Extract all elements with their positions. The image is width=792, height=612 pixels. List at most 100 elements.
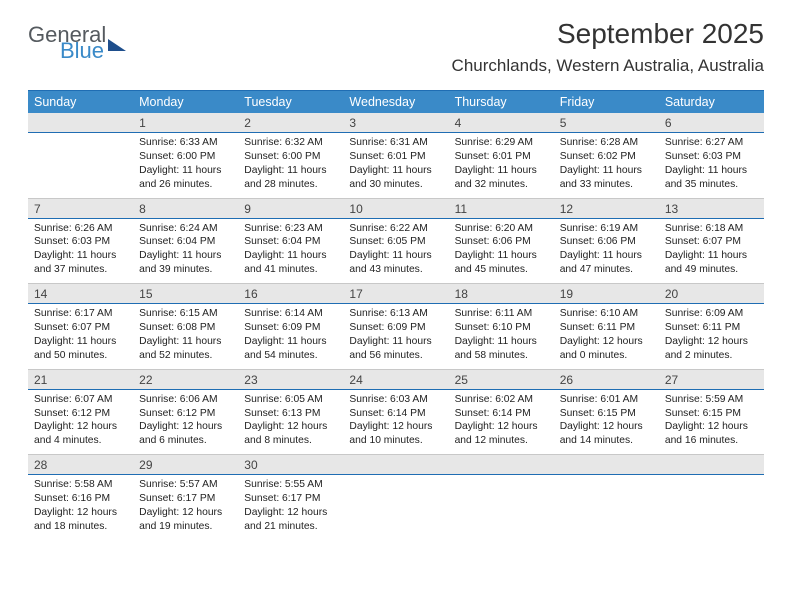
day-cell: Sunrise: 6:06 AMSunset: 6:12 PMDaylight:…	[133, 390, 238, 455]
sunset-text: Sunset: 6:07 PM	[665, 235, 758, 249]
day-cell: Sunrise: 6:11 AMSunset: 6:10 PMDaylight:…	[449, 304, 554, 369]
sunrise-text: Sunrise: 6:27 AM	[665, 136, 758, 150]
daylight-text: Daylight: 11 hours and 58 minutes.	[455, 335, 548, 363]
day-number: 13	[659, 199, 764, 218]
day-cell	[659, 475, 764, 540]
day-header: Wednesday	[343, 91, 448, 113]
day-number: 18	[449, 284, 554, 303]
day-cell: Sunrise: 5:55 AMSunset: 6:17 PMDaylight:…	[238, 475, 343, 540]
day-cell: Sunrise: 6:31 AMSunset: 6:01 PMDaylight:…	[343, 133, 448, 198]
day-number: 26	[554, 370, 659, 389]
daylight-text: Daylight: 12 hours and 4 minutes.	[34, 420, 127, 448]
sunset-text: Sunset: 6:15 PM	[665, 407, 758, 421]
day-cell: Sunrise: 6:03 AMSunset: 6:14 PMDaylight:…	[343, 390, 448, 455]
day-number: 10	[343, 199, 448, 218]
sunrise-text: Sunrise: 6:24 AM	[139, 222, 232, 236]
day-number: 7	[28, 199, 133, 218]
day-number: 16	[238, 284, 343, 303]
sunrise-text: Sunrise: 6:29 AM	[455, 136, 548, 150]
day-number: 28	[28, 455, 133, 474]
day-headers-row: SundayMondayTuesdayWednesdayThursdayFrid…	[28, 91, 764, 113]
day-cell: Sunrise: 5:59 AMSunset: 6:15 PMDaylight:…	[659, 390, 764, 455]
day-number: 5	[554, 113, 659, 132]
day-cell: Sunrise: 6:28 AMSunset: 6:02 PMDaylight:…	[554, 133, 659, 198]
daylight-text: Daylight: 11 hours and 26 minutes.	[139, 164, 232, 192]
day-number	[659, 455, 764, 474]
daylight-text: Daylight: 11 hours and 41 minutes.	[244, 249, 337, 277]
sunset-text: Sunset: 6:14 PM	[455, 407, 548, 421]
daylight-text: Daylight: 12 hours and 2 minutes.	[665, 335, 758, 363]
day-cell: Sunrise: 6:13 AMSunset: 6:09 PMDaylight:…	[343, 304, 448, 369]
sunset-text: Sunset: 6:12 PM	[34, 407, 127, 421]
location-subtitle: Churchlands, Western Australia, Australi…	[452, 56, 764, 76]
sunrise-text: Sunrise: 6:10 AM	[560, 307, 653, 321]
daylight-text: Daylight: 11 hours and 49 minutes.	[665, 249, 758, 277]
sunset-text: Sunset: 6:12 PM	[139, 407, 232, 421]
day-cell	[28, 133, 133, 198]
header: General Blue September 2025 Churchlands,…	[0, 0, 792, 82]
week-row: Sunrise: 6:17 AMSunset: 6:07 PMDaylight:…	[28, 304, 764, 369]
sunrise-text: Sunrise: 6:09 AM	[665, 307, 758, 321]
sunset-text: Sunset: 6:02 PM	[560, 150, 653, 164]
day-cell: Sunrise: 6:14 AMSunset: 6:09 PMDaylight:…	[238, 304, 343, 369]
sunrise-text: Sunrise: 5:55 AM	[244, 478, 337, 492]
day-number: 1	[133, 113, 238, 132]
daylight-text: Daylight: 11 hours and 28 minutes.	[244, 164, 337, 192]
day-number: 6	[659, 113, 764, 132]
sunset-text: Sunset: 6:05 PM	[349, 235, 442, 249]
sunset-text: Sunset: 6:11 PM	[665, 321, 758, 335]
sail-icon	[108, 39, 126, 51]
day-cell: Sunrise: 6:20 AMSunset: 6:06 PMDaylight:…	[449, 219, 554, 284]
daylight-text: Daylight: 11 hours and 30 minutes.	[349, 164, 442, 192]
sunrise-text: Sunrise: 6:11 AM	[455, 307, 548, 321]
day-number: 11	[449, 199, 554, 218]
day-number: 4	[449, 113, 554, 132]
day-cell: Sunrise: 5:57 AMSunset: 6:17 PMDaylight:…	[133, 475, 238, 540]
sunrise-text: Sunrise: 6:31 AM	[349, 136, 442, 150]
day-cell: Sunrise: 6:15 AMSunset: 6:08 PMDaylight:…	[133, 304, 238, 369]
daylight-text: Daylight: 11 hours and 45 minutes.	[455, 249, 548, 277]
daylight-text: Daylight: 12 hours and 14 minutes.	[560, 420, 653, 448]
day-number	[449, 455, 554, 474]
day-header: Thursday	[449, 91, 554, 113]
daylight-text: Daylight: 12 hours and 19 minutes.	[139, 506, 232, 534]
daylight-text: Daylight: 11 hours and 35 minutes.	[665, 164, 758, 192]
daylight-text: Daylight: 11 hours and 43 minutes.	[349, 249, 442, 277]
sunrise-text: Sunrise: 6:20 AM	[455, 222, 548, 236]
sunset-text: Sunset: 6:04 PM	[139, 235, 232, 249]
day-cell: Sunrise: 6:19 AMSunset: 6:06 PMDaylight:…	[554, 219, 659, 284]
sunset-text: Sunset: 6:16 PM	[34, 492, 127, 506]
sunrise-text: Sunrise: 5:58 AM	[34, 478, 127, 492]
day-number: 19	[554, 284, 659, 303]
day-cell: Sunrise: 6:01 AMSunset: 6:15 PMDaylight:…	[554, 390, 659, 455]
sunrise-text: Sunrise: 6:28 AM	[560, 136, 653, 150]
day-number	[343, 455, 448, 474]
sunset-text: Sunset: 6:09 PM	[349, 321, 442, 335]
day-cell: Sunrise: 6:10 AMSunset: 6:11 PMDaylight:…	[554, 304, 659, 369]
day-number: 15	[133, 284, 238, 303]
sunset-text: Sunset: 6:03 PM	[34, 235, 127, 249]
day-cell: Sunrise: 6:29 AMSunset: 6:01 PMDaylight:…	[449, 133, 554, 198]
sunset-text: Sunset: 6:08 PM	[139, 321, 232, 335]
title-block: September 2025 Churchlands, Western Aust…	[452, 18, 764, 76]
day-cell: Sunrise: 6:05 AMSunset: 6:13 PMDaylight:…	[238, 390, 343, 455]
sunrise-text: Sunrise: 6:22 AM	[349, 222, 442, 236]
week-row: Sunrise: 5:58 AMSunset: 6:16 PM Daylight:…	[28, 475, 764, 540]
daylight-text: Daylight: 11 hours and 56 minutes.	[349, 335, 442, 363]
sunset-text: Sunset: 6:01 PM	[455, 150, 548, 164]
sunset-text: Sunset: 6:06 PM	[560, 235, 653, 249]
daylight-text: Daylight: 11 hours and 50 minutes.	[34, 335, 127, 363]
day-number: 30	[238, 455, 343, 474]
day-cell: Sunrise: 6:09 AMSunset: 6:11 PMDaylight:…	[659, 304, 764, 369]
day-number: 8	[133, 199, 238, 218]
daylight-text: Daylight: 11 hours and 52 minutes.	[139, 335, 232, 363]
sunset-text: Sunset: 6:07 PM	[34, 321, 127, 335]
sunrise-text: Sunrise: 6:26 AM	[34, 222, 127, 236]
sunset-text: Sunset: 6:15 PM	[560, 407, 653, 421]
daylight-text: Daylight: 12 hours and 0 minutes.	[560, 335, 653, 363]
day-cell: Sunrise: 6:02 AMSunset: 6:14 PMDaylight:…	[449, 390, 554, 455]
day-header: Tuesday	[238, 91, 343, 113]
day-number: 24	[343, 370, 448, 389]
sunrise-text: Sunrise: 5:57 AM	[139, 478, 232, 492]
sunrise-text: Sunrise: 6:15 AM	[139, 307, 232, 321]
